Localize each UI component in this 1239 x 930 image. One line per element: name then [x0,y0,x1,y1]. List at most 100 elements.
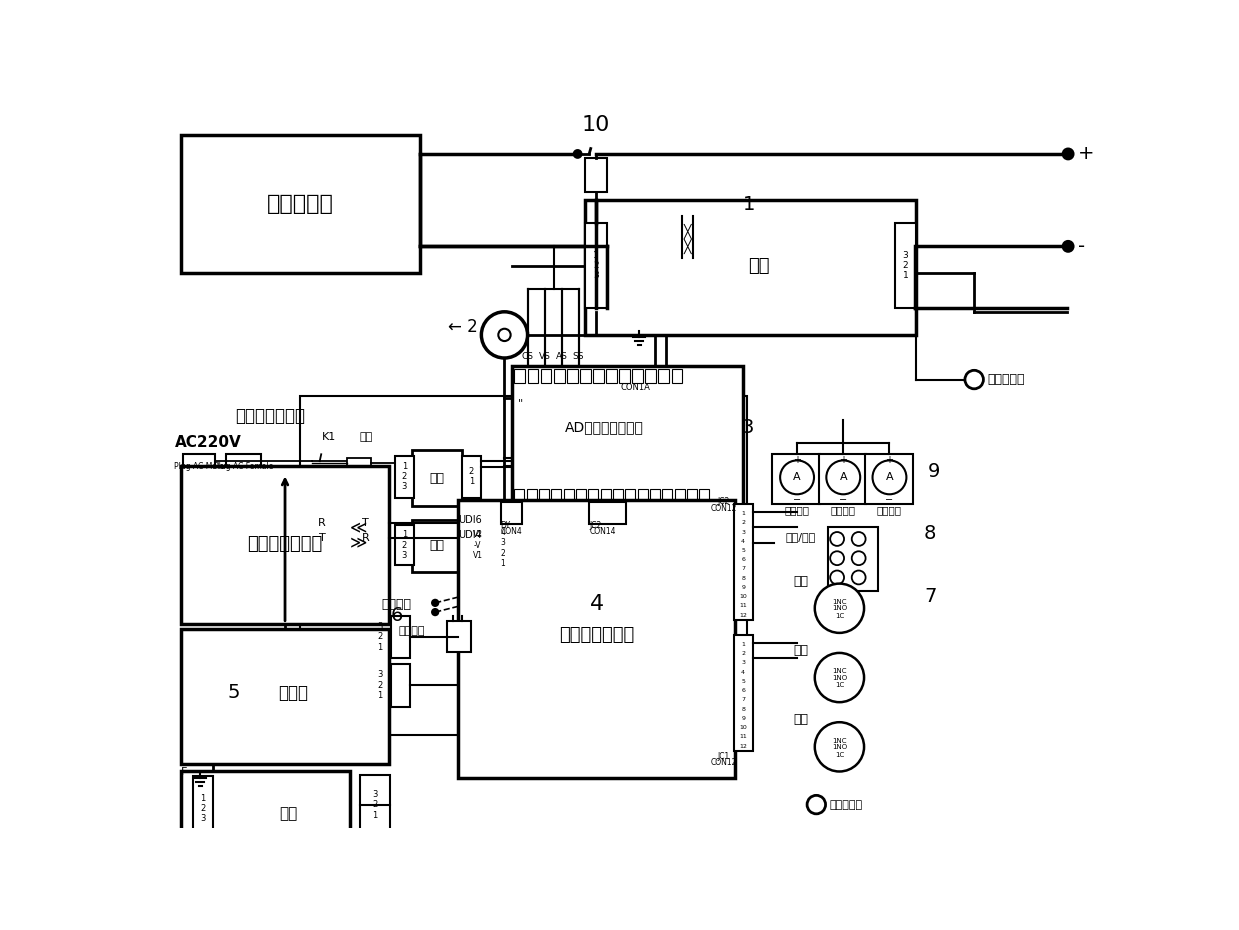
Text: A: A [793,472,800,483]
Text: A: A [886,472,893,483]
Bar [585,200,917,335]
Bar [613,489,623,502]
Text: 5: 5 [227,684,240,702]
Text: 1: 1 [743,194,756,214]
Bar [828,527,878,591]
Circle shape [830,570,844,584]
Text: ╳: ╳ [683,239,690,254]
Text: 10: 10 [582,115,611,136]
Text: 电源: 电源 [280,806,299,821]
Circle shape [830,551,844,565]
Circle shape [498,328,510,341]
Bar [514,489,524,502]
Bar [606,369,617,382]
Text: 电源指示灯: 电源指示灯 [987,373,1025,386]
Bar [458,500,736,777]
Text: 1
2
3: 1 2 3 [401,461,408,491]
Text: 3
2
1: 3 2 1 [903,251,908,281]
Text: 1: 1 [741,642,745,647]
Bar [580,369,591,382]
Text: 4
3
2
1: 4 3 2 1 [501,528,506,568]
Text: 3
2
1: 3 2 1 [378,622,383,652]
Bar [181,135,420,273]
Text: 3: 3 [741,529,745,535]
Text: CON12: CON12 [711,504,737,512]
Text: JC2: JC2 [717,498,730,507]
Text: R: R [362,533,369,543]
Bar [192,777,213,842]
Bar [413,520,462,572]
Bar [638,489,648,502]
Bar [663,489,673,502]
Text: 排序: 排序 [793,644,808,658]
Circle shape [781,460,814,494]
Text: 1C: 1C [835,751,844,758]
Text: ← 2: ← 2 [447,318,477,337]
Circle shape [482,312,528,358]
Text: 夹紧气缸: 夹紧气缸 [784,506,809,515]
Circle shape [851,570,866,584]
Text: 2: 2 [741,520,745,525]
Text: +: + [839,456,847,465]
Bar [772,454,820,504]
Text: 机器人控制系统: 机器人控制系统 [248,536,322,553]
Text: +: + [886,456,893,465]
Text: -: - [1078,237,1085,256]
Text: 7: 7 [924,587,937,606]
Text: 1
2
3: 1 2 3 [401,530,408,560]
Text: ≪: ≪ [349,518,367,537]
Text: AC220V: AC220V [175,435,242,450]
Text: 2: 2 [741,651,745,657]
Bar [733,504,753,619]
Bar [300,396,747,736]
Text: 手动/自动: 手动/自动 [786,532,817,541]
Text: 8: 8 [741,707,745,711]
Bar [593,369,603,382]
Bar [576,489,586,502]
Text: 4: 4 [590,594,603,615]
Text: 9: 9 [741,716,745,721]
Bar [819,454,866,504]
Text: JC1: JC1 [717,751,730,761]
Text: 排序气缸: 排序气缸 [831,506,856,515]
Bar [395,456,414,498]
Text: 4: 4 [741,670,745,674]
Text: F: F [181,767,187,777]
Bar [675,489,685,502]
Text: JC2: JC2 [590,521,601,529]
Bar [554,369,565,382]
Text: 寻位板: 寻位板 [278,684,307,702]
Text: 直流电焊机: 直流电焊机 [266,194,333,214]
Text: UDI4: UDI4 [458,530,482,540]
Bar [463,525,492,565]
Bar [626,489,636,502]
Bar [392,664,410,707]
Text: ": " [518,398,523,407]
Text: 保险: 保险 [359,432,373,442]
Bar [620,369,629,382]
Text: R: R [318,518,326,528]
Bar [181,629,389,764]
Text: 10: 10 [740,725,747,730]
Text: 1NC: 1NC [833,737,846,744]
Text: SS: SS [572,352,584,361]
Text: 10: 10 [740,594,747,599]
Bar [601,489,611,502]
Text: 光纤接口: 光纤接口 [382,598,411,611]
Text: +: + [793,456,802,465]
Text: CON12: CON12 [711,758,737,766]
Text: 9: 9 [741,585,745,590]
Text: CS: CS [522,352,534,361]
Text: 5: 5 [741,548,745,553]
Text: 3: 3 [741,660,745,666]
Circle shape [872,460,907,494]
Text: CON4: CON4 [501,526,523,536]
Text: 输出: 输出 [793,713,808,726]
Text: UDI6: UDI6 [458,514,482,525]
Text: 故障指示灯: 故障指示灯 [829,800,862,810]
Text: 1
2
3: 1 2 3 [199,793,206,823]
Bar [650,489,660,502]
Text: −: − [793,496,802,505]
Bar [733,635,753,751]
Text: Plug AC Female: Plug AC Female [214,462,273,472]
